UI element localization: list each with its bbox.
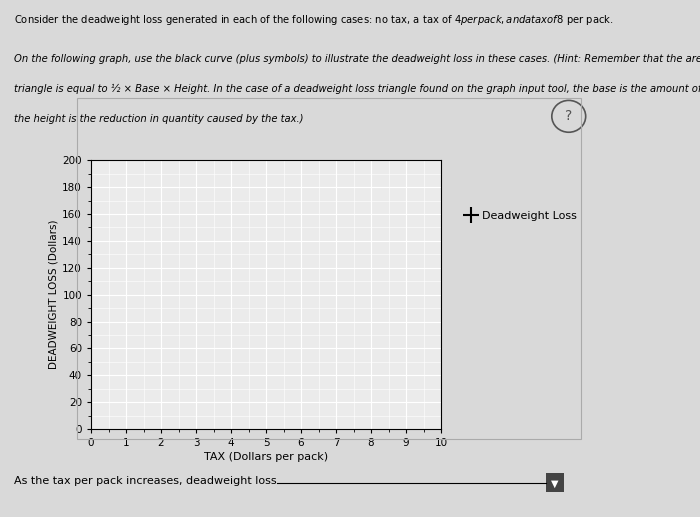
Text: triangle is equal to ½ × Base × Height. In the case of a deadweight loss triangl: triangle is equal to ½ × Base × Height. … bbox=[14, 84, 700, 95]
Y-axis label: DEADWEIGHT LOSS (Dollars): DEADWEIGHT LOSS (Dollars) bbox=[48, 220, 58, 370]
Text: On the following graph, use the black curve (plus symbols) to illustrate the dea: On the following graph, use the black cu… bbox=[14, 54, 700, 64]
Circle shape bbox=[552, 100, 586, 132]
Text: As the tax per pack increases, deadweight loss: As the tax per pack increases, deadweigh… bbox=[14, 476, 276, 486]
X-axis label: TAX (Dollars per pack): TAX (Dollars per pack) bbox=[204, 452, 328, 462]
Legend: Deadweight Loss: Deadweight Loss bbox=[461, 206, 581, 225]
Text: ?: ? bbox=[565, 109, 573, 124]
Text: Consider the deadweight loss generated in each of the following cases: no tax, a: Consider the deadweight loss generated i… bbox=[14, 13, 614, 27]
Text: the height is the reduction in quantity caused by the tax.): the height is the reduction in quantity … bbox=[14, 114, 304, 124]
Text: ▼: ▼ bbox=[551, 478, 559, 489]
